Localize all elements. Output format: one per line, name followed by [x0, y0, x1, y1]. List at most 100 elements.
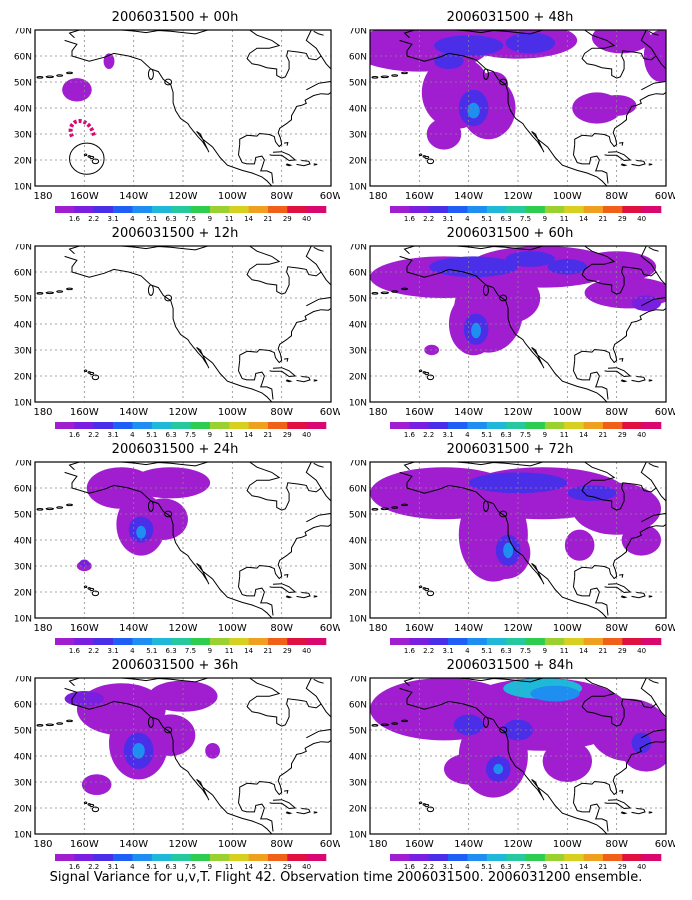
island: [87, 155, 92, 158]
island: [91, 806, 100, 813]
lon-label: 140W: [454, 623, 483, 634]
lat-label: 20N: [349, 589, 367, 599]
legend-swatch: [306, 422, 327, 429]
coastline: [399, 39, 608, 186]
coastline: [333, 510, 341, 523]
legend-label: 3.1: [108, 863, 119, 871]
legend-label: 2.2: [88, 863, 99, 871]
lon-label: 160W: [70, 407, 99, 418]
lat-label: 10N: [14, 183, 32, 193]
legend-label: 3.1: [108, 431, 119, 439]
legend-swatch: [113, 206, 133, 213]
legend-swatch: [583, 854, 604, 861]
coastline: [237, 792, 274, 832]
legend-label: 1.6: [69, 431, 81, 439]
lat-label: 20N: [14, 589, 32, 599]
lon-label: 180: [33, 839, 52, 850]
legend-label: 40: [302, 647, 311, 655]
lon-label: 60W: [320, 191, 340, 202]
coastline: [581, 246, 657, 295]
legend-label: 4: [130, 431, 135, 439]
coastline: [572, 576, 609, 616]
legend-swatch: [171, 638, 191, 645]
legend-swatch: [209, 638, 230, 645]
island: [56, 74, 64, 77]
coastline: [574, 739, 666, 796]
map-frame: [34, 29, 332, 187]
legend-swatch: [409, 854, 430, 861]
lat-label: 70N: [349, 244, 367, 253]
color-legend: 1.6 2.2 3.1 4 5.1 6.3 7.5 9 11 14 21 29 40: [390, 638, 662, 655]
coastline: [237, 360, 274, 400]
island: [371, 76, 379, 79]
legend-label: 14: [579, 863, 588, 871]
island: [83, 801, 88, 805]
island: [147, 68, 154, 80]
lat-label: 70N: [14, 676, 32, 685]
coastline: [246, 678, 322, 727]
legend-label: 1.6: [404, 647, 416, 655]
island: [147, 716, 154, 728]
variance-contour: [136, 525, 146, 539]
island: [87, 371, 92, 374]
legend-label: 9: [208, 647, 212, 655]
variance-contour: [205, 743, 221, 759]
legend-label: 5.1: [146, 647, 157, 655]
legend-label: 7.5: [520, 863, 531, 871]
island: [83, 153, 88, 157]
coastline: [239, 523, 331, 580]
coastline: [619, 790, 624, 794]
island: [426, 806, 435, 813]
coastline: [620, 595, 628, 599]
legend-label: 6.3: [166, 863, 177, 871]
island: [164, 726, 173, 734]
coastline: [285, 163, 293, 167]
legend-swatch: [248, 206, 269, 213]
color-legend: 1.6 2.2 3.1 4 5.1 6.3 7.5 9 11 14 21 29 40: [55, 854, 327, 871]
lat-label: 70N: [349, 676, 367, 685]
legend-label: 2.2: [423, 215, 434, 223]
coastline: [284, 790, 289, 794]
lon-label: 120W: [504, 839, 533, 850]
legend-label: 2.2: [423, 863, 434, 871]
island: [45, 75, 54, 79]
legend-label: 5.1: [146, 215, 157, 223]
legend-swatch: [55, 854, 75, 861]
legend-label: 3.1: [443, 647, 454, 655]
coastline: [619, 574, 624, 578]
legend-label: 9: [208, 215, 212, 223]
variance-contour: [132, 743, 145, 759]
panel-title: 2006031500 + 84h: [446, 658, 574, 673]
island: [499, 726, 508, 734]
coastline: [284, 574, 289, 578]
coastline: [313, 462, 324, 468]
coastline: [399, 255, 608, 402]
island: [418, 801, 423, 805]
legend-label: 11: [225, 431, 234, 439]
legend-swatch: [622, 422, 642, 429]
lon-label: 100W: [218, 623, 247, 634]
legend-swatch: [525, 206, 546, 213]
coastline: [313, 678, 324, 684]
lat-label: 60N: [349, 485, 367, 495]
coastline: [284, 142, 289, 146]
lat-label: 10N: [349, 615, 367, 625]
coastline: [269, 151, 297, 162]
legend-swatch: [641, 854, 662, 861]
lat-label: 70N: [14, 460, 32, 469]
coastline: [604, 151, 632, 162]
lat-label: 30N: [14, 563, 32, 573]
legend-swatch: [602, 422, 623, 429]
variance-field: [35, 246, 331, 402]
legend-swatch: [564, 206, 584, 213]
island: [36, 508, 44, 511]
island: [482, 716, 489, 728]
coastline: [285, 811, 293, 815]
coastline: [648, 163, 653, 166]
legend-swatch: [287, 422, 307, 429]
coastline: [668, 294, 676, 307]
legend-swatch: [93, 638, 114, 645]
legend-label: 4: [465, 647, 470, 655]
